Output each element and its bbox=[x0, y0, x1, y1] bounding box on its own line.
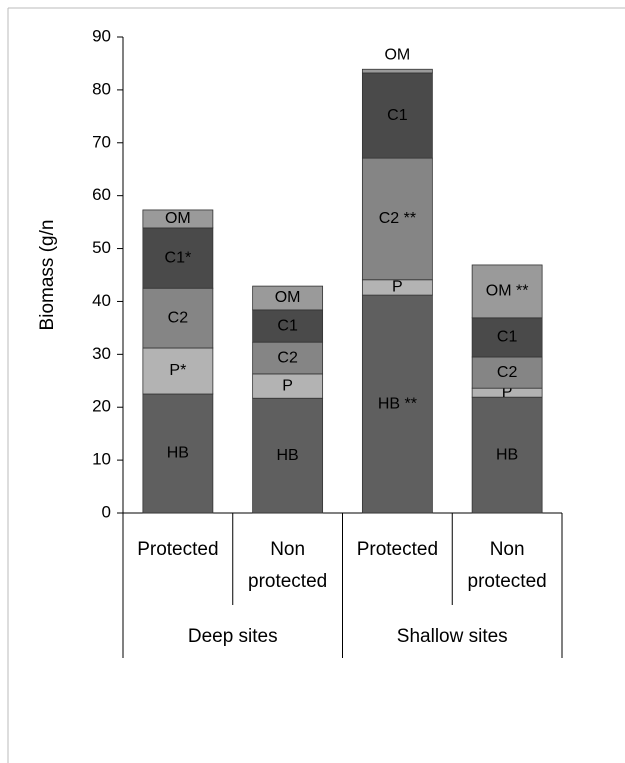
bar-segment bbox=[252, 373, 324, 399]
y-tick-label: 0 bbox=[102, 502, 111, 521]
x-tick-label: Non protected bbox=[467, 539, 547, 592]
bar-segment bbox=[471, 356, 543, 389]
segment-label: C1 bbox=[277, 317, 298, 334]
y-tick-label: 70 bbox=[92, 132, 111, 151]
y-tick-label: 40 bbox=[92, 291, 111, 310]
group-label: Shallow sites bbox=[396, 626, 508, 647]
segment-label: C1* bbox=[165, 249, 192, 266]
bar-segment bbox=[471, 317, 543, 358]
bar-segment bbox=[471, 396, 543, 514]
segment-label: P bbox=[502, 384, 513, 401]
segment-label: HB bbox=[167, 445, 189, 462]
bar-segment bbox=[252, 397, 324, 514]
segment-label: OM bbox=[384, 46, 410, 63]
segment-label: C1 bbox=[387, 107, 408, 124]
segment-label: C2 ** bbox=[379, 210, 416, 227]
segment-label: P bbox=[282, 377, 293, 394]
bar-segment bbox=[361, 72, 433, 159]
y-tick-label: 30 bbox=[92, 344, 111, 363]
bar-segment bbox=[142, 287, 214, 349]
segment-label: HB ** bbox=[378, 395, 417, 412]
segment-label: OM ** bbox=[486, 283, 529, 300]
bar-segment bbox=[142, 347, 214, 395]
bar-segment bbox=[471, 264, 543, 319]
bar-segment bbox=[252, 285, 324, 311]
bar-segment bbox=[142, 209, 214, 229]
segment-label: C2 bbox=[497, 364, 518, 381]
y-tick-label: 10 bbox=[92, 450, 111, 469]
segment-label: HB bbox=[496, 446, 518, 463]
group-label: Deep sites bbox=[187, 626, 278, 647]
y-tick-label: 60 bbox=[92, 185, 111, 204]
bar-segment bbox=[361, 68, 433, 74]
y-tick-label: 90 bbox=[92, 26, 111, 45]
bar-segment bbox=[142, 227, 214, 289]
bar-segment bbox=[252, 341, 324, 375]
y-tick-label: 80 bbox=[92, 79, 111, 98]
y-axis-label: Biomass (g/n bbox=[37, 220, 58, 331]
bar-segment bbox=[361, 294, 433, 514]
x-tick-label: Protected bbox=[356, 539, 439, 560]
y-tick-label: 50 bbox=[92, 238, 111, 257]
segment-label: OM bbox=[275, 289, 301, 306]
segment-label: HB bbox=[277, 447, 299, 464]
segment-label: OM bbox=[165, 210, 191, 227]
segment-label: C2 bbox=[168, 309, 189, 326]
segment-label: C1 bbox=[497, 329, 518, 346]
bar-segment bbox=[361, 157, 433, 281]
segment-label: C2 bbox=[277, 349, 298, 366]
segment-label: P* bbox=[169, 362, 186, 379]
segment-label: P bbox=[392, 279, 403, 296]
x-tick-label: Non protected bbox=[248, 539, 328, 592]
x-tick-label: Protected bbox=[137, 539, 219, 560]
y-tick-label: 20 bbox=[92, 397, 111, 416]
